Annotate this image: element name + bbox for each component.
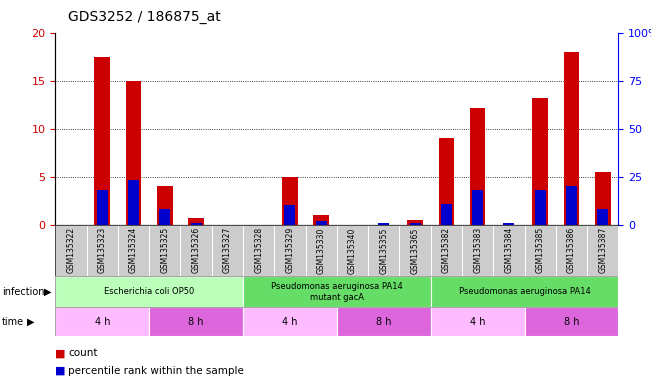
Bar [493,225,525,276]
Text: time: time [2,316,24,327]
Bar [368,225,400,276]
Text: GSM135323: GSM135323 [98,227,107,273]
Bar [378,223,389,225]
Text: Pseudomonas aeruginosa PA14: Pseudomonas aeruginosa PA14 [459,287,590,296]
Bar [533,98,548,225]
Bar [439,138,454,225]
Text: GSM135340: GSM135340 [348,227,357,274]
Bar [94,56,110,225]
Bar [180,225,212,276]
Text: GSM135327: GSM135327 [223,227,232,273]
Text: GSM135326: GSM135326 [191,227,201,273]
Bar [157,186,173,225]
Bar [188,218,204,225]
Bar [243,225,274,276]
Bar [243,307,337,336]
Bar [305,225,337,276]
Text: GSM135383: GSM135383 [473,227,482,273]
Bar [441,204,452,225]
Text: GSM135322: GSM135322 [66,227,76,273]
Bar [431,307,525,336]
Text: ■: ■ [55,348,66,358]
Bar [243,276,431,307]
Bar [337,225,368,276]
Text: 4 h: 4 h [283,316,298,327]
Bar [149,307,243,336]
Text: GSM135385: GSM135385 [536,227,545,273]
Text: GDS3252 / 186875_at: GDS3252 / 186875_at [68,10,221,23]
Bar [564,52,579,225]
Text: 4 h: 4 h [470,316,486,327]
Bar [556,225,587,276]
Bar [472,190,483,225]
Bar [534,190,546,225]
Text: GSM135382: GSM135382 [442,227,451,273]
Text: ▶: ▶ [44,287,52,297]
Bar [470,108,486,225]
Text: count: count [68,348,98,358]
Bar [503,223,514,225]
Bar [284,205,296,225]
Text: GSM135355: GSM135355 [380,227,388,274]
Bar [55,307,149,336]
Bar [126,81,141,225]
Text: 8 h: 8 h [376,316,391,327]
Bar [118,225,149,276]
Text: 4 h: 4 h [94,316,110,327]
Bar [316,221,327,225]
Bar [409,223,421,225]
Bar [128,180,139,225]
Bar [282,177,298,225]
Bar [212,225,243,276]
Bar [587,225,618,276]
Bar [431,225,462,276]
Text: 8 h: 8 h [188,316,204,327]
Bar [408,220,423,225]
Bar [191,223,202,225]
Text: GSM135365: GSM135365 [411,227,420,274]
Text: GSM135386: GSM135386 [567,227,576,273]
Bar [462,225,493,276]
Text: GSM135325: GSM135325 [160,227,169,273]
Text: GSM135387: GSM135387 [598,227,607,273]
Bar [595,172,611,225]
Text: ■: ■ [55,366,66,376]
Text: infection: infection [2,287,44,297]
Bar [566,186,577,225]
Bar [525,307,618,336]
Bar [313,215,329,225]
Bar [159,209,171,225]
Bar [598,209,608,225]
Text: ▶: ▶ [27,316,35,327]
Text: GSM135330: GSM135330 [317,227,326,274]
Bar [97,190,107,225]
Bar [525,225,556,276]
Text: Pseudomonas aeruginosa PA14
mutant gacA: Pseudomonas aeruginosa PA14 mutant gacA [271,282,403,301]
Bar [149,225,180,276]
Text: 8 h: 8 h [564,316,579,327]
Bar [55,276,243,307]
Bar [337,307,431,336]
Text: GSM135384: GSM135384 [505,227,514,273]
Text: GSM135328: GSM135328 [254,227,263,273]
Bar [55,225,87,276]
Text: Escherichia coli OP50: Escherichia coli OP50 [104,287,194,296]
Text: GSM135329: GSM135329 [286,227,294,273]
Bar [400,225,431,276]
Bar [274,225,305,276]
Text: percentile rank within the sample: percentile rank within the sample [68,366,244,376]
Text: GSM135324: GSM135324 [129,227,138,273]
Bar [87,225,118,276]
Bar [431,276,618,307]
